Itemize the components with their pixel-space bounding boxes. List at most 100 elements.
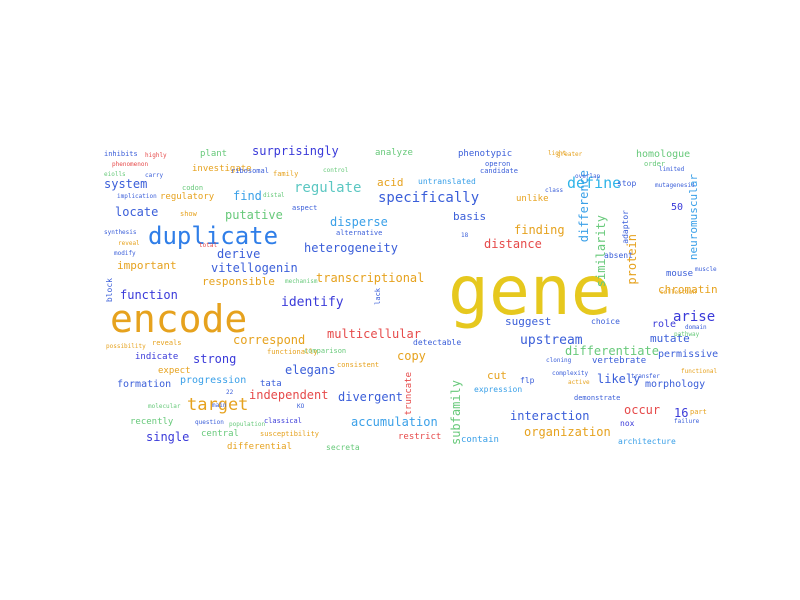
- word-cloud-word: 22: [226, 389, 234, 396]
- word-cloud-word: inhibits: [104, 150, 138, 158]
- word-cloud-word: expect: [158, 366, 191, 376]
- word-cloud-word: cloning: [546, 357, 572, 364]
- word-cloud-word: formation: [117, 379, 172, 390]
- word-cloud-word: carry: [145, 172, 164, 179]
- word-cloud-word: differential: [227, 442, 293, 452]
- word-cloud-word: accumulation: [351, 415, 438, 429]
- word-cloud-word: main: [212, 402, 227, 409]
- word-cloud-word: functional: [681, 368, 718, 375]
- word-cloud-word: gene: [448, 252, 612, 331]
- word-cloud-word: identify: [281, 295, 344, 310]
- word-cloud-word: functionally: [267, 348, 318, 356]
- word-cloud-word: lack: [374, 288, 382, 305]
- word-cloud-word: mutagenesis: [655, 182, 695, 189]
- word-cloud-word: classical: [264, 417, 302, 425]
- word-cloud-word: phenotypic: [458, 149, 513, 159]
- word-cloud-word: suggest: [505, 315, 552, 328]
- word-cloud-word: correspond: [233, 333, 306, 347]
- word-cloud-word: phenomenon: [112, 161, 149, 168]
- word-cloud-word: organization: [524, 425, 611, 439]
- word-cloud-word: possibility: [106, 343, 146, 350]
- word-cloud-word: central: [201, 429, 239, 439]
- word-cloud-word: total: [199, 242, 218, 249]
- word-cloud-word: order: [644, 160, 666, 168]
- word-cloud-word: flp: [520, 376, 535, 385]
- word-cloud-word: 16: [674, 406, 689, 420]
- word-cloud-word: occur: [624, 403, 661, 417]
- word-cloud-word: alternative: [336, 229, 383, 237]
- word-cloud-word: analyze: [375, 148, 413, 158]
- word-cloud-word: multicellular: [327, 327, 421, 341]
- word-cloud-word: absent: [604, 251, 633, 260]
- word-cloud-word: duplicate: [148, 222, 279, 250]
- word-cloud-word: investigate: [192, 164, 252, 174]
- word-cloud-word: susceptibility: [260, 430, 320, 438]
- word-cloud-word: molecular: [148, 403, 181, 410]
- word-cloud-word: mutate: [650, 332, 690, 345]
- word-cloud-word: vertebrate: [592, 356, 647, 366]
- word-cloud-word: aspect: [292, 204, 318, 212]
- word-cloud-word: operon: [485, 160, 511, 168]
- word-cloud-word: recently: [130, 417, 174, 427]
- word-cloud-word: expression: [474, 385, 523, 394]
- word-cloud-word: transfer: [631, 373, 660, 380]
- word-cloud-word: demonstrate: [574, 394, 621, 402]
- word-cloud-word: plant: [200, 149, 228, 159]
- word-cloud-word: divergent: [338, 390, 404, 404]
- word-cloud-word: differentiate: [565, 344, 659, 358]
- word-cloud-word: permissive: [658, 349, 719, 360]
- word-cloud-word: mouse: [666, 269, 694, 279]
- word-cloud-word: finding: [514, 223, 565, 237]
- word-cloud-word: cut: [487, 369, 507, 382]
- word-cloud-word: find: [233, 189, 262, 203]
- word-cloud-word: secreta: [326, 443, 360, 452]
- word-cloud-word: specifically: [378, 190, 480, 206]
- word-cloud-word: important: [117, 259, 177, 272]
- word-cloud-word: restrict: [398, 432, 442, 442]
- word-cloud-word: surprisingly: [252, 144, 339, 158]
- word-cloud-word: limited: [659, 166, 685, 173]
- word-cloud-word: adaptor: [621, 210, 630, 244]
- word-cloud-word: derive: [217, 247, 261, 261]
- word-cloud-word: independent: [249, 388, 329, 402]
- word-cloud-word: tata: [260, 379, 282, 389]
- word-cloud-word: 50: [671, 202, 684, 213]
- word-cloud-word: target: [187, 395, 249, 415]
- word-cloud-word: transcriptional: [316, 271, 425, 285]
- word-cloud-word: highly: [145, 152, 167, 159]
- word-cloud-word: show: [180, 210, 197, 218]
- word-cloud-word: codon: [182, 184, 204, 192]
- word-cloud-word: consistent: [337, 361, 380, 369]
- word-cloud-word: synthesis: [104, 229, 137, 236]
- word-cloud-word: encode: [110, 297, 248, 341]
- word-cloud-word: chromatin: [658, 283, 718, 296]
- word-cloud-word: distal: [263, 192, 285, 199]
- word-cloud-word: mechanism: [285, 278, 318, 285]
- word-cloud-word: upstream: [520, 333, 583, 348]
- word-cloud-word: architecture: [618, 437, 676, 446]
- word-cloud-word: vitellogenin: [211, 261, 298, 275]
- word-cloud-word: part: [690, 408, 707, 416]
- word-cloud-word: system: [104, 177, 148, 191]
- word-cloud-word: complexity: [552, 370, 589, 377]
- word-cloud-word: block: [105, 278, 114, 303]
- word-cloud-word: comparison: [304, 347, 347, 355]
- word-cloud-word: stop: [617, 179, 637, 188]
- word-cloud-word: class: [545, 187, 564, 194]
- word-cloud-word: question: [195, 419, 224, 426]
- word-cloud-word: locate: [115, 205, 159, 219]
- word-cloud-word: collection: [660, 289, 697, 296]
- word-cloud-word: truncate: [404, 372, 414, 416]
- word-cloud-word: unlike: [516, 194, 549, 204]
- word-cloud-word: choice: [591, 317, 620, 326]
- word-cloud-word: KO: [297, 403, 305, 410]
- word-cloud-word: elegans: [285, 363, 336, 377]
- word-cloud-word: untranslated: [418, 177, 476, 186]
- word-cloud-word: greater: [557, 151, 583, 158]
- word-cloud-word: progression: [180, 375, 247, 386]
- word-cloud-word: light: [548, 150, 567, 157]
- word-cloud-word: population: [229, 421, 266, 428]
- word-cloud-word: domain: [685, 324, 707, 331]
- word-cloud-word: strong: [193, 352, 237, 366]
